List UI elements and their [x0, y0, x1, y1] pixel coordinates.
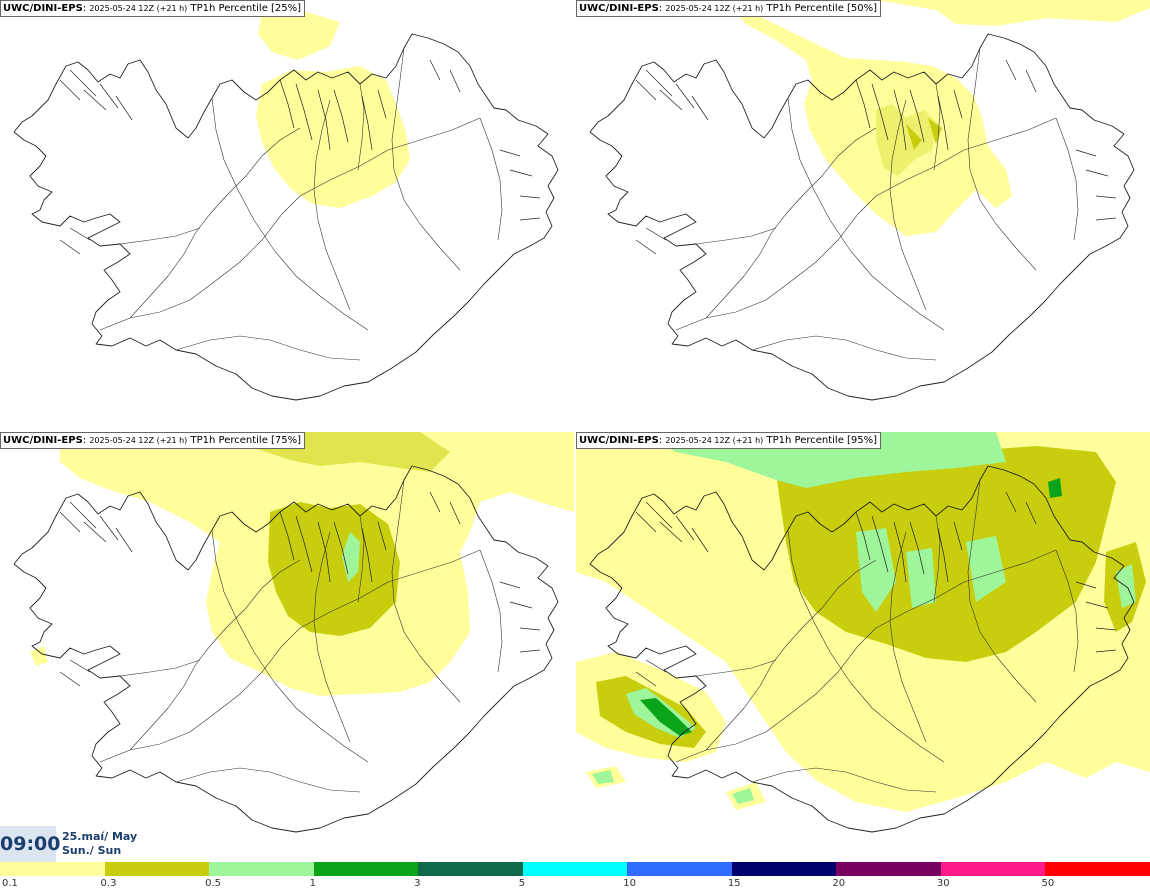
panel-label: TP1h Percentile [25%]: [190, 3, 302, 14]
panel-model: UWC/DINI-EPS: [579, 435, 659, 446]
panel-run: 2025-05-24 12Z (+21 h): [89, 4, 188, 13]
scale-tick-label: 50: [1041, 878, 1055, 889]
scale-segment: [836, 862, 942, 876]
scale-segment: [627, 862, 733, 876]
map-panel-p75: UWC/DINI-EPS: 2025-05-24 12Z (+21 h) TP1…: [0, 432, 574, 860]
valid-time: 09:00: [0, 826, 60, 862]
valid-date-line: 25.maí/ May: [62, 830, 138, 843]
precipitation-color-scale: 0.1 0.3 0.5 1 3 5 10 15 20 30 50: [0, 862, 1150, 891]
scale-tick-label: 0.3: [100, 878, 117, 889]
panel-title-p50: UWC/DINI-EPS: 2025-05-24 12Z (+21 h) TP1…: [576, 0, 882, 17]
panel-title-p75: UWC/DINI-EPS: 2025-05-24 12Z (+21 h) TP1…: [0, 432, 306, 449]
scale-segment: [209, 862, 315, 876]
scale-tick-label: 0.1: [2, 878, 18, 889]
precipitation-map-p95: [576, 432, 1150, 860]
panel-run: 2025-05-24 12Z (+21 h): [665, 436, 764, 445]
panel-title-p25: UWC/DINI-EPS: 2025-05-24 12Z (+21 h) TP1…: [0, 0, 306, 17]
scale-tick-label: 5: [518, 878, 526, 889]
valid-day-line: Sun./ Sun: [62, 844, 122, 857]
scale-tick-label: 30: [936, 878, 950, 889]
map-panel-p50: UWC/DINI-EPS: 2025-05-24 12Z (+21 h) TP1…: [576, 0, 1150, 428]
panel-model: UWC/DINI-EPS: [579, 3, 659, 14]
panel-title-p95: UWC/DINI-EPS: 2025-05-24 12Z (+21 h) TP1…: [576, 432, 882, 449]
valid-time-box: 09:00 25.maí/ May Sun./ Sun: [0, 826, 140, 862]
panel-label: TP1h Percentile [75%]: [190, 435, 302, 446]
scale-segment: [0, 862, 105, 876]
scale-segment: [1045, 862, 1150, 876]
map-panel-p95: UWC/DINI-EPS: 2025-05-24 12Z (+21 h) TP1…: [576, 432, 1150, 860]
panel-run: 2025-05-24 12Z (+21 h): [89, 436, 188, 445]
scale-segment: [418, 862, 524, 876]
scale-tick-label: 0.5: [205, 878, 221, 889]
scale-segment: [313, 862, 419, 876]
scale-segment: [731, 862, 837, 876]
panel-label: TP1h Percentile [50%]: [766, 3, 878, 14]
panel-run: 2025-05-24 12Z (+21 h): [665, 4, 764, 13]
valid-date: 25.maí/ May Sun./ Sun: [62, 830, 137, 858]
precipitation-map-p75: [13, 432, 574, 833]
scale-tick-label: 20: [832, 878, 846, 889]
scale-segment: [522, 862, 628, 876]
scale-segment: [940, 862, 1046, 876]
panel-label: TP1h Percentile [95%]: [766, 435, 878, 446]
panel-model: UWC/DINI-EPS: [3, 3, 83, 14]
map-panel-p25: UWC/DINI-EPS: 2025-05-24 12Z (+21 h) TP1…: [0, 0, 574, 428]
scale-tick-label: 3: [414, 878, 421, 889]
precipitation-map-p25: [13, 10, 559, 401]
scale-tick-label: 15: [727, 878, 741, 889]
scale-tick-label: 1: [309, 878, 316, 889]
scale-segment: [104, 862, 210, 876]
scale-tick-label: 10: [623, 878, 636, 889]
precipitation-map-p50: [589, 0, 1150, 401]
panel-model: UWC/DINI-EPS: [3, 435, 83, 446]
